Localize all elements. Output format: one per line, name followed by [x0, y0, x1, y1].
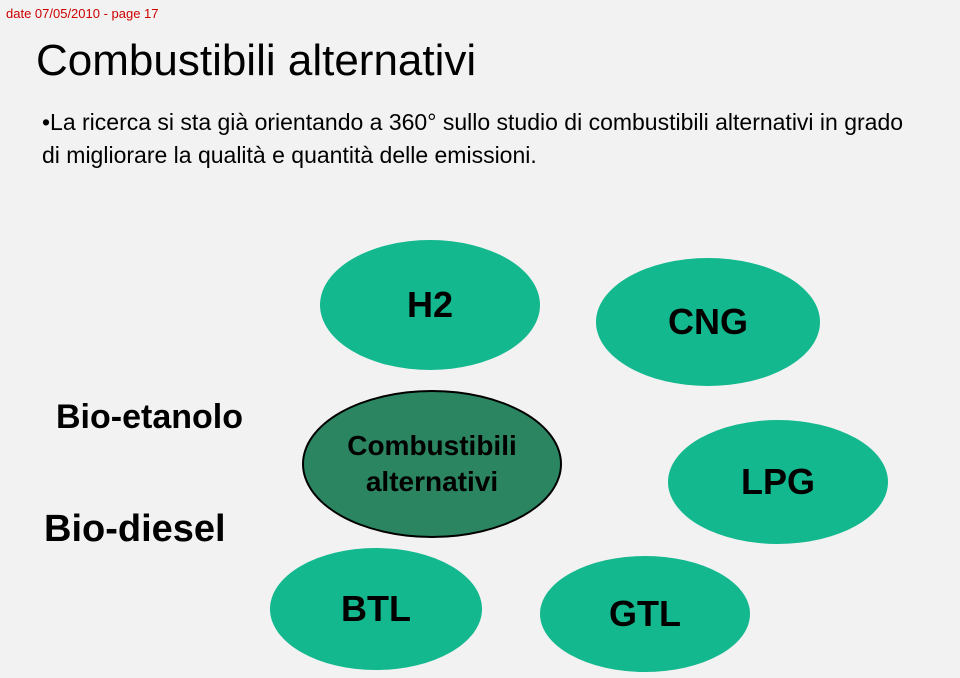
ellipse-h2-label: H2	[407, 282, 453, 329]
ellipse-lpg: LPG	[668, 420, 888, 544]
ellipse-center-label: Combustibili alternativi	[347, 428, 517, 501]
label-bio-etanolo: Bio-etanolo	[56, 398, 243, 437]
slide-page: date 07/05/2010 - page 17 Combustibili a…	[0, 0, 960, 678]
ellipse-gtl-label: GTL	[609, 591, 681, 638]
ellipse-center: Combustibili alternativi	[302, 390, 562, 538]
slide-body-text: •La ricerca si sta già orientando a 360°…	[42, 106, 920, 173]
ellipse-h2: H2	[320, 240, 540, 370]
ellipse-btl: BTL	[270, 548, 482, 670]
ellipse-center-label-line1: Combustibili	[347, 428, 517, 464]
ellipse-gtl: GTL	[540, 556, 750, 672]
ellipse-lpg-label: LPG	[741, 459, 815, 506]
ellipse-center-label-line2: alternativi	[347, 464, 517, 500]
ellipse-cng-label: CNG	[668, 299, 748, 346]
slide-title: Combustibili alternativi	[36, 36, 476, 86]
page-header: date 07/05/2010 - page 17	[6, 6, 159, 21]
ellipse-btl-label: BTL	[341, 586, 411, 633]
label-bio-diesel: Bio-diesel	[44, 508, 226, 551]
ellipse-cng: CNG	[596, 258, 820, 386]
